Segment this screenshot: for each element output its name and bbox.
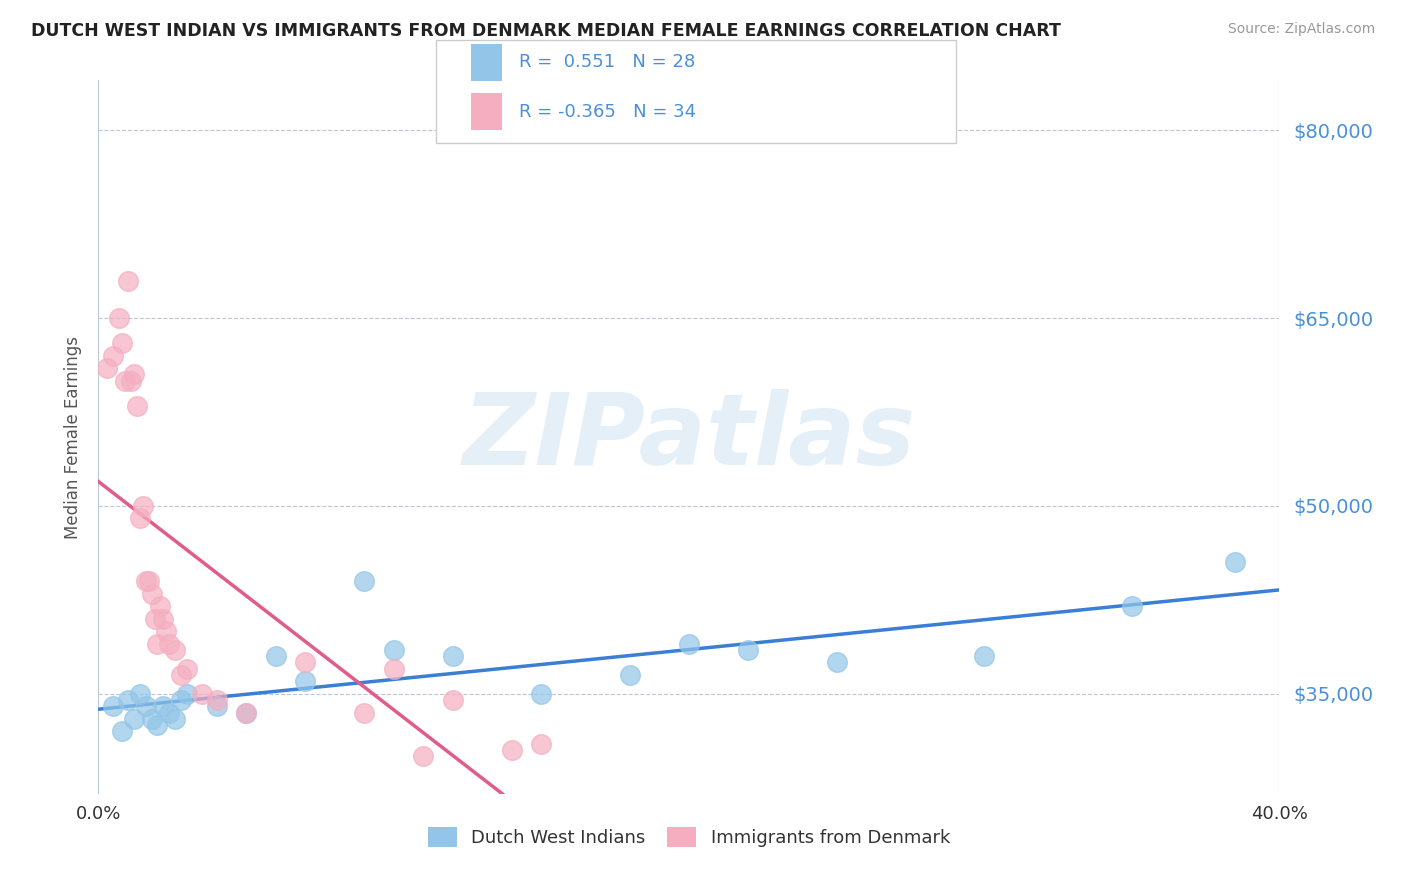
Point — [382, 662, 405, 676]
Point — [141, 712, 163, 726]
Point — [135, 699, 157, 714]
Point — [235, 706, 257, 720]
Point — [973, 649, 995, 664]
Point — [128, 511, 150, 525]
Point — [135, 574, 157, 588]
Text: Source: ZipAtlas.com: Source: ZipAtlas.com — [1227, 22, 1375, 37]
Point — [165, 712, 187, 726]
Point — [122, 368, 145, 382]
Text: ZIPatlas: ZIPatlas — [463, 389, 915, 485]
Text: DUTCH WEST INDIAN VS IMMIGRANTS FROM DENMARK MEDIAN FEMALE EARNINGS CORRELATION : DUTCH WEST INDIAN VS IMMIGRANTS FROM DEN… — [31, 22, 1060, 40]
Point — [146, 718, 169, 732]
Point — [353, 706, 375, 720]
Text: R = -0.365   N = 34: R = -0.365 N = 34 — [519, 103, 696, 120]
Point — [155, 624, 177, 639]
Point — [737, 643, 759, 657]
Point — [530, 737, 553, 751]
Point — [294, 656, 316, 670]
Point — [152, 612, 174, 626]
Point — [170, 668, 193, 682]
Point — [619, 668, 641, 682]
Point — [96, 361, 118, 376]
Point — [143, 612, 166, 626]
Point — [530, 687, 553, 701]
Point — [235, 706, 257, 720]
Point — [117, 693, 139, 707]
Point — [165, 643, 187, 657]
Point — [441, 649, 464, 664]
Point — [1225, 555, 1247, 569]
Point — [176, 687, 198, 701]
Point — [205, 693, 228, 707]
Point — [103, 699, 125, 714]
Point — [678, 637, 700, 651]
Point — [138, 574, 160, 588]
Point — [176, 662, 198, 676]
Point — [114, 374, 136, 388]
Point — [146, 637, 169, 651]
Point — [122, 712, 145, 726]
Point — [128, 687, 150, 701]
Point — [1121, 599, 1143, 613]
Point — [353, 574, 375, 588]
Point — [191, 687, 214, 701]
Text: R =  0.551   N = 28: R = 0.551 N = 28 — [519, 54, 695, 71]
Point — [560, 799, 582, 814]
Point — [141, 586, 163, 600]
Point — [382, 643, 405, 657]
Point — [120, 374, 142, 388]
Point — [117, 274, 139, 288]
Point — [157, 637, 180, 651]
Point — [111, 336, 134, 351]
Point — [132, 499, 155, 513]
Point — [441, 693, 464, 707]
Y-axis label: Median Female Earnings: Median Female Earnings — [65, 335, 83, 539]
Legend: Dutch West Indians, Immigrants from Denmark: Dutch West Indians, Immigrants from Denm… — [419, 818, 959, 856]
Point — [264, 649, 287, 664]
Point — [149, 599, 172, 613]
Point — [205, 699, 228, 714]
Point — [157, 706, 180, 720]
Point — [152, 699, 174, 714]
Point — [125, 399, 148, 413]
Point — [108, 311, 131, 326]
Point — [294, 674, 316, 689]
Point — [111, 724, 134, 739]
Point — [501, 743, 523, 757]
Point — [103, 349, 125, 363]
Point — [412, 749, 434, 764]
Point — [170, 693, 193, 707]
Point — [825, 656, 848, 670]
